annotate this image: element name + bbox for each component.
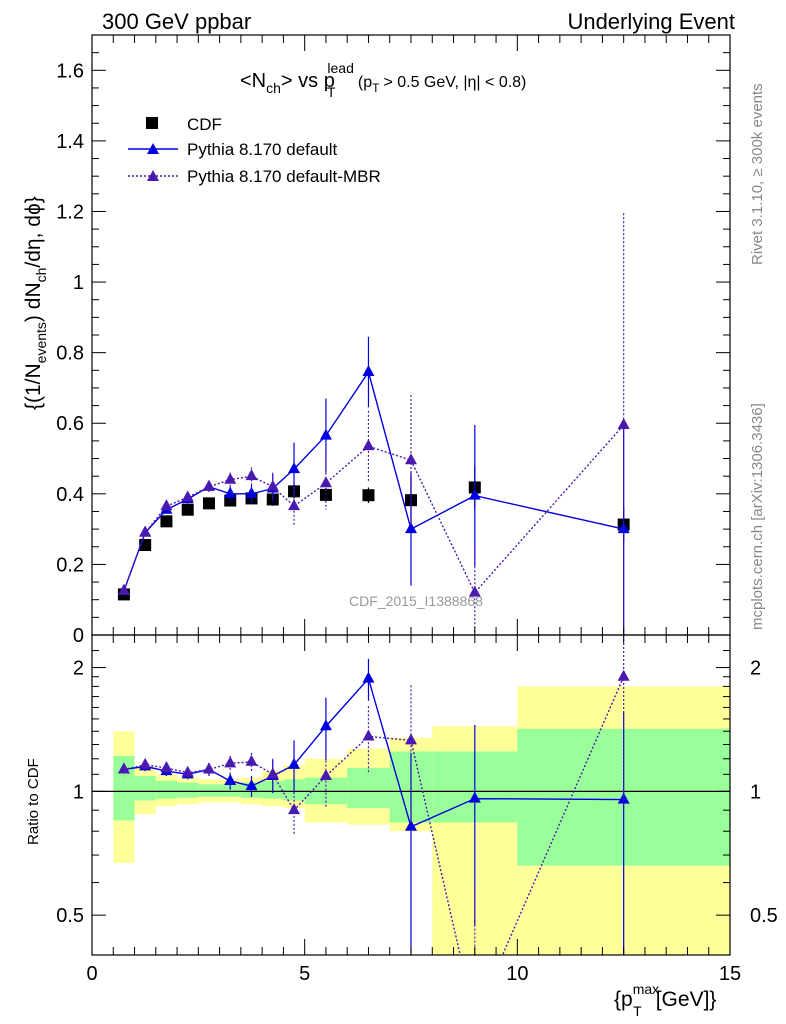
ratio-point-1 <box>117 762 130 774</box>
ratio-y-tick-label-right: 0.5 <box>750 905 778 927</box>
legend-mbr-label: Pythia 8.170 default-MBR <box>187 167 381 186</box>
axis-ticks: 0 0.2 0.4 0.6 0.8 1 1.2 1.4 1.6 0 5 10 15 0.5 0.5 1 1 2 2 <box>56 34 778 985</box>
series-line-1 <box>123 370 624 592</box>
ratio-point-1 <box>202 762 215 774</box>
band-inner <box>155 780 178 799</box>
ratio-point-1 <box>224 756 237 768</box>
ratio-y-tick-label-right: 1 <box>750 781 761 803</box>
x-axis-label: {pmax T [GeV]} <box>614 981 716 1019</box>
ratio-point-0 <box>405 819 417 831</box>
y-tick-label: 0.2 <box>56 554 84 576</box>
data-point-2 <box>139 525 152 537</box>
data-point-1 <box>405 522 417 534</box>
ratio-point-0 <box>468 791 481 803</box>
data-point-2 <box>117 583 130 595</box>
data-point-cdf <box>202 497 215 510</box>
data-point-1 <box>468 488 481 500</box>
ratio-point-1 <box>288 803 301 815</box>
y-tick-label: 1 <box>73 272 84 294</box>
band-inner <box>134 775 156 801</box>
header-right: Underlying Event <box>567 9 735 34</box>
ratio-y-tick-label: 0.5 <box>56 905 84 927</box>
data-point-2 <box>266 479 279 491</box>
ratio-point-1 <box>362 729 375 741</box>
band-inner <box>177 782 199 798</box>
data-point-2 <box>468 585 481 597</box>
band-inner <box>198 784 220 797</box>
y-tick-label: 0.8 <box>56 343 84 365</box>
header-left: 300 GeV ppbar <box>102 9 251 34</box>
ratio-y-axis-label: Ratio to CDF <box>25 758 42 845</box>
y-tick-label: 0 <box>73 625 84 647</box>
rivet-label: Rivet 3.1.10, ≥ 300k events <box>749 83 766 265</box>
ratio-point-1 <box>617 669 630 681</box>
y-tick-label: 1.4 <box>56 131 84 153</box>
plot-title: <Nch> vs pTlead(pT > 0.5 GeV, |η| < 0.8) <box>240 60 526 100</box>
y-tick-label: 1.6 <box>56 60 84 82</box>
legend-default-label: Pythia 8.170 default <box>187 140 338 159</box>
data-point-2 <box>224 472 237 484</box>
y-tick-label: 0.4 <box>56 484 84 506</box>
ratio-point-1 <box>405 733 417 745</box>
data-point-2 <box>202 479 215 491</box>
data-point-2 <box>181 490 194 502</box>
legend-cdf-label: CDF <box>187 115 222 134</box>
analysis-watermark: CDF_2015_I1388868 <box>349 593 483 609</box>
data-point-2 <box>288 499 301 511</box>
x-tick-label: 15 <box>719 963 741 985</box>
ratio-point-1 <box>160 760 173 772</box>
data-point-2 <box>362 439 375 451</box>
data-point-1 <box>224 486 237 498</box>
main-series-group <box>117 213 630 635</box>
data-point-1 <box>617 522 630 534</box>
data-point-2 <box>319 476 332 488</box>
ratio-y-tick-label: 1 <box>73 781 84 803</box>
upper-y-axis-label: {(1/Nevents) dNch/dη, dϕ} <box>22 196 49 410</box>
data-point-cdf <box>181 503 194 516</box>
data-point-2 <box>245 469 258 481</box>
ratio-point-1 <box>181 765 194 777</box>
ratio-y-tick-label-right: 2 <box>750 658 761 680</box>
data-point-1 <box>362 365 375 377</box>
y-tick-label: 0.6 <box>56 413 84 435</box>
legend-mbr-marker <box>147 170 159 181</box>
ratio-series-group <box>117 635 630 955</box>
ratio-point-0 <box>362 671 375 683</box>
data-point-2 <box>405 453 417 465</box>
band-inner <box>113 755 135 821</box>
series-line-2 <box>123 424 625 594</box>
data-point-2 <box>617 418 630 429</box>
x-tick-label: 5 <box>299 963 310 985</box>
ratio-line-1 <box>123 676 625 955</box>
ratio-point-1 <box>266 767 279 779</box>
ratio-point-0 <box>288 757 301 769</box>
ratio-point-0 <box>224 773 237 785</box>
ratio-point-0 <box>319 719 332 731</box>
band-inner <box>347 767 390 809</box>
legend-cdf-marker <box>146 117 158 129</box>
legend: CDF Pythia 8.170 default Pythia 8.170 de… <box>128 115 381 186</box>
data-point-1 <box>245 486 258 498</box>
ratio-point-0 <box>245 779 258 791</box>
mcplots-label: mcplots.cern.ch [arXiv:1306.3436] <box>749 403 766 630</box>
ratio-y-tick-label: 2 <box>73 658 84 680</box>
x-tick-label: 10 <box>506 963 528 985</box>
y-tick-label: 1.2 <box>56 201 84 223</box>
data-point-cdf <box>362 489 375 502</box>
ratio-point-1 <box>319 768 332 780</box>
band-inner <box>219 784 241 797</box>
ratio-point-0 <box>617 792 630 804</box>
ratio-point-1 <box>139 757 152 769</box>
ratio-point-1 <box>245 754 258 766</box>
legend-default-marker <box>147 143 159 154</box>
data-point-1 <box>319 428 332 440</box>
data-point-cdf <box>160 515 173 528</box>
data-point-cdf <box>319 488 332 501</box>
x-tick-label: 0 <box>86 963 97 985</box>
data-point-2 <box>160 499 173 511</box>
data-point-1 <box>288 462 301 474</box>
